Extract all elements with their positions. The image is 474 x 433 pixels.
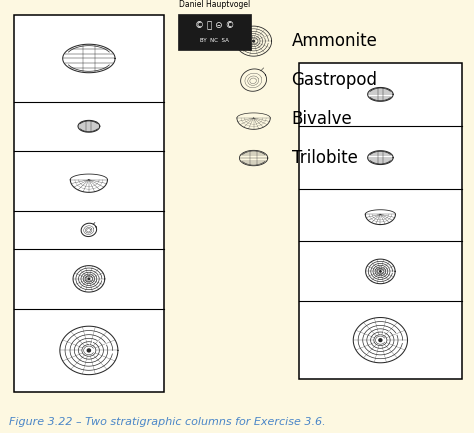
Circle shape xyxy=(379,339,382,342)
Circle shape xyxy=(253,40,255,42)
Text: Gastropod: Gastropod xyxy=(292,71,377,89)
Text: Ammonite: Ammonite xyxy=(292,32,377,50)
Text: © ⓘ ⊝ ©: © ⓘ ⊝ © xyxy=(195,21,234,30)
Circle shape xyxy=(87,349,91,352)
FancyBboxPatch shape xyxy=(178,14,251,50)
Bar xyxy=(14,15,164,392)
Circle shape xyxy=(88,278,90,280)
Circle shape xyxy=(380,271,381,272)
Bar xyxy=(299,63,462,379)
Text: Trilobite: Trilobite xyxy=(292,149,357,167)
Text: Figure 3.22 – Two stratigraphic columns for Exercise 3.6.: Figure 3.22 – Two stratigraphic columns … xyxy=(9,417,326,427)
Text: Daniel Hauptvogel: Daniel Hauptvogel xyxy=(179,0,250,9)
Text: BY  NC  SA: BY NC SA xyxy=(200,39,229,43)
Text: Bivalve: Bivalve xyxy=(292,110,352,128)
